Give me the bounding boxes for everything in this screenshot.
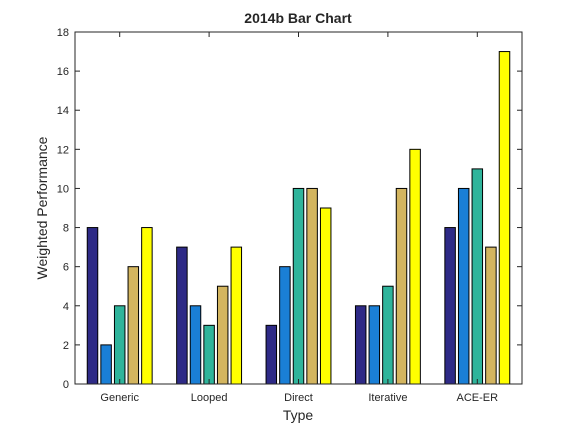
bar-5-2 — [457, 187, 470, 385]
y-tick-label: 4 — [63, 301, 69, 313]
bar-1-1 — [86, 227, 99, 385]
bar-4-2 — [368, 305, 381, 385]
y-tick-label: 16 — [57, 66, 69, 78]
bar-4-4 — [395, 187, 408, 385]
bar-2-5 — [230, 246, 243, 385]
x-tick-label: Iterative — [368, 392, 407, 404]
bar-5-4 — [485, 246, 497, 385]
bar-4-1 — [354, 305, 367, 385]
bar-4-3 — [382, 285, 394, 385]
chart-title: 2014b Bar Chart — [244, 10, 352, 26]
bar-4-5 — [409, 148, 421, 385]
bar-2-2 — [189, 305, 202, 385]
bar-1-4 — [127, 266, 140, 385]
bar-1-2 — [100, 344, 112, 385]
bar-3-3 — [292, 187, 305, 385]
bar-3-2 — [279, 266, 291, 385]
bar-1-3 — [113, 305, 126, 385]
bar-2-1 — [176, 246, 188, 385]
bar-3-4 — [306, 187, 318, 385]
bar-2-3 — [203, 324, 215, 385]
x-tick-label: Looped — [191, 392, 228, 404]
x-tick-label: ACE-ER — [457, 392, 499, 404]
bar-2-4 — [216, 285, 229, 385]
x-tick-label: Direct — [284, 392, 313, 404]
y-axis-label: Weighted Performance — [34, 136, 50, 279]
bar-5-1 — [444, 227, 456, 385]
y-tick-label: 0 — [63, 379, 69, 391]
x-tick-label: Generic — [100, 392, 139, 404]
bar-3-5 — [319, 207, 332, 385]
plot-area: 0 2 4 6 8 10 12 14 16 18 Generic Looped Direct Iterat… — [57, 27, 523, 404]
bar-1-5 — [141, 227, 153, 385]
y-tick-label: 14 — [57, 105, 69, 117]
y-tick-label: 6 — [63, 262, 69, 274]
bar-5-5 — [498, 51, 511, 385]
y-tick-label: 18 — [57, 27, 69, 39]
y-tick-label: 10 — [57, 183, 69, 195]
x-axis-label: Type — [283, 407, 314, 423]
y-tick-label: 8 — [63, 223, 69, 235]
bar-5-3 — [471, 168, 484, 385]
y-tick-label: 12 — [57, 144, 69, 156]
y-tick-label: 2 — [63, 340, 69, 352]
bar-3-1 — [265, 324, 278, 385]
